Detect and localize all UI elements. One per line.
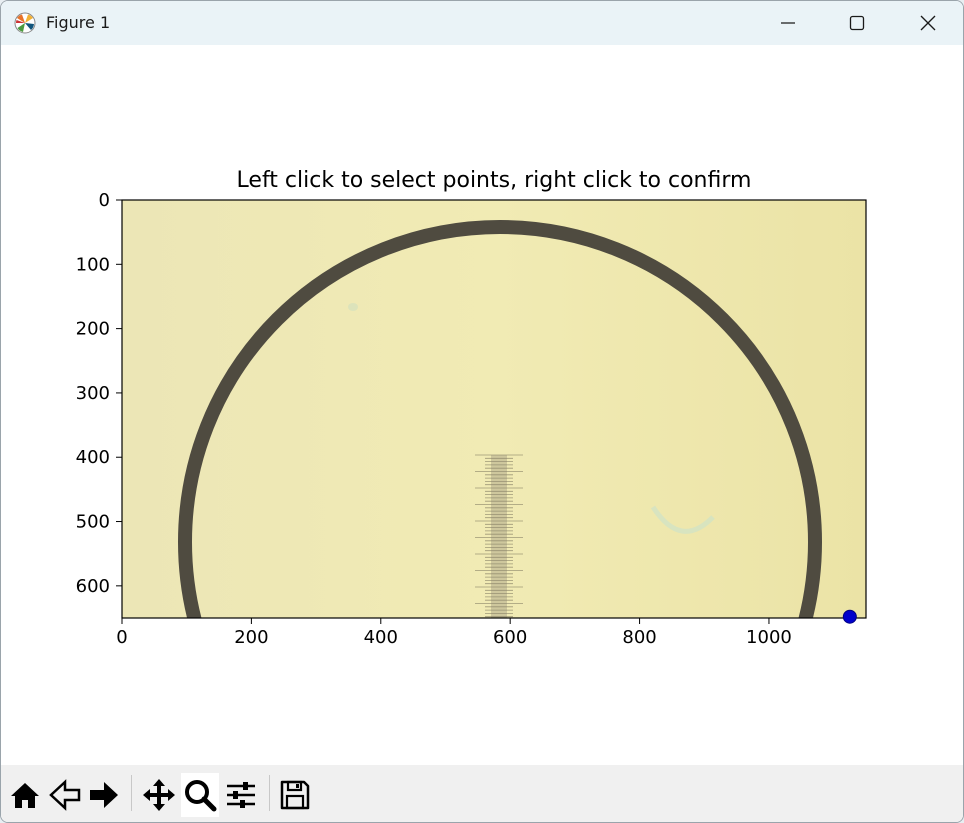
maximize-button[interactable] [822,1,892,45]
x-axis: 0 200 400 600 800 1000 [116,618,792,648]
configure-subplots-button[interactable] [222,773,260,817]
x-tick-label: 0 [116,627,127,648]
forward-arrow-icon [90,782,118,808]
sliders-icon [227,782,255,808]
pan-button[interactable] [140,773,178,817]
plot-svg[interactable]: Left click to select points, right click… [1,45,963,765]
image-display[interactable] [122,200,866,765]
selected-point-marker[interactable] [842,609,857,624]
x-tick-label: 600 [493,627,527,648]
droplet-ring [178,220,822,618]
y-tick-label: 0 [99,190,110,211]
figure-canvas[interactable]: Left click to select points, right click… [1,45,963,765]
forward-button[interactable] [85,773,123,817]
y-tick-label: 600 [76,576,110,597]
move-icon [143,779,175,811]
plot-title: Left click to select points, right click… [237,168,752,193]
selected-points [842,609,857,624]
back-button[interactable] [46,773,84,817]
scale-ruler [475,454,523,618]
y-tick-label: 300 [76,383,110,404]
zoom-button[interactable] [181,773,219,817]
minimize-button[interactable] [753,1,823,45]
minimize-icon [781,22,795,24]
toolbar-separator [131,775,132,811]
save-button[interactable] [276,773,314,817]
y-tick-label: 200 [76,319,110,340]
close-button[interactable] [893,1,963,45]
home-icon [11,783,39,808]
x-tick-label: 800 [622,627,656,648]
title-bar[interactable]: Figure 1 [1,1,963,45]
x-tick-label: 400 [364,627,398,648]
toolbar-separator [269,775,270,811]
matplotlib-logo-icon [14,12,36,34]
close-icon [920,15,936,31]
floppy-disk-icon [280,780,310,810]
y-tick-label: 500 [76,512,110,533]
image-faint-curve [650,505,715,534]
maximize-icon [849,15,865,31]
navigation-toolbar [1,765,963,822]
axes-frame [121,199,867,619]
magnifier-icon [185,780,217,812]
y-tick-label: 400 [76,447,110,468]
window-title: Figure 1 [46,13,111,32]
y-axis: 0 100 200 300 400 500 600 [76,190,122,597]
back-arrow-icon [49,779,81,811]
x-tick-label: 200 [234,627,268,648]
home-button[interactable] [6,773,44,817]
y-tick-label: 100 [76,254,110,275]
image-smudge [348,303,358,311]
x-tick-label: 1000 [746,627,792,648]
